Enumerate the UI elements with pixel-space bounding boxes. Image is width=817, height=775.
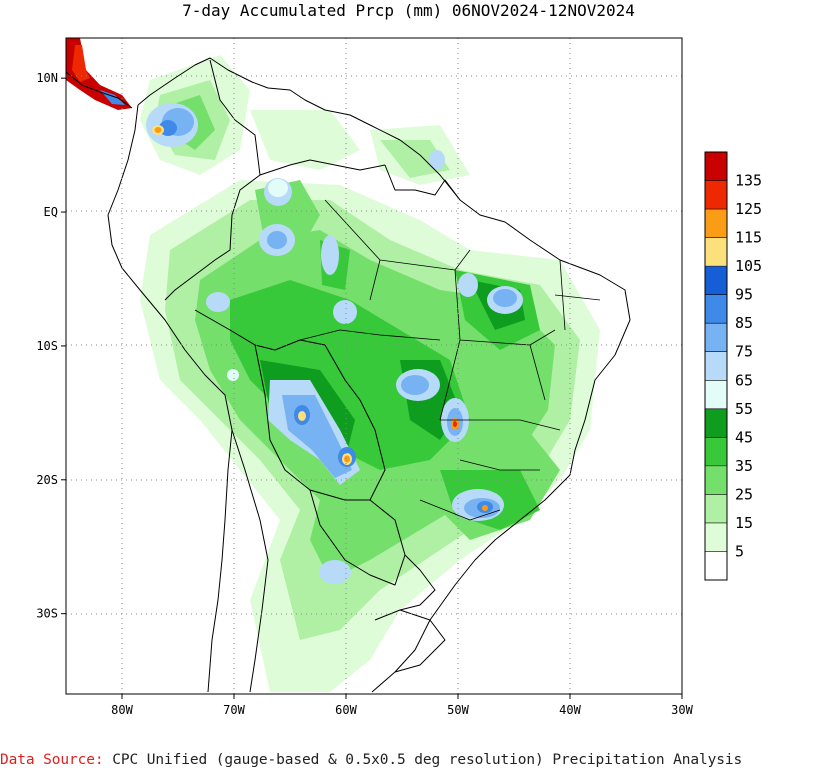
border-guianas [384,164,461,201]
legend-swatch [705,380,727,409]
legend-swatch [705,494,727,523]
border-argentina-brazil [399,554,436,611]
legend-swatch [705,522,727,552]
border-bolivia-brazil [324,344,386,501]
legend-level-label: 115 [735,229,762,247]
legend-swatch [705,152,727,181]
south-america-coastline [137,57,631,693]
chart-title: 7-day Accumulated Prcp (mm) 06NOV2024-12… [182,1,635,20]
legend-swatch [705,180,727,210]
legend-swatch [705,209,727,238]
legend-level-label: 55 [735,400,753,418]
border-paraguay [309,489,406,586]
legend-swatch [705,237,727,267]
legend-swatch [705,351,727,381]
precipitation-legend: 135 125 115 105 95 85 75 65 55 45 35 25 15 5 [704,151,762,581]
plot-frame [65,37,683,695]
x-axis: 80W 70W 60W 50W 40W 30W [111,694,694,717]
y-tick-label: 10S [36,339,58,353]
x-tick-label: 70W [223,703,245,717]
x-tick-label: 30W [671,703,693,717]
legend-level-label: 65 [735,371,753,389]
chile-argentina-border [231,429,269,693]
x-tick-label: 80W [111,703,133,717]
precipitation-map: 80W 70W 60W 50W 40W 30W 10N EQ 10S 20S 30S 135 125… [36,37,762,717]
data-source-text: CPC Unified (gauge-based & 0.5x0.5 deg r… [112,752,743,768]
legend-swatch [705,294,727,324]
central-america-coastline [66,71,133,109]
legend-level-label: 15 [735,514,753,532]
legend-swatch [705,408,727,438]
legend-level-label: 5 [735,542,744,560]
data-source-note: Data Source: CPC Unified (gauge-based & … [0,750,817,770]
x-tick-label: 60W [335,703,357,717]
legend-swatch [705,437,727,466]
border-uruguay [374,609,446,673]
legend-level-label: 85 [735,314,753,332]
legend-swatch [705,323,727,352]
pacific-coastline [107,104,233,693]
legend-level-label: 135 [735,172,762,190]
border-peru-brazil [194,309,326,351]
border-colombia-peru-brazil [164,214,233,301]
legend-level-label: 105 [735,257,762,275]
border-venezuela-brazil [259,159,386,176]
y-tick-label: 30S [36,607,58,621]
y-tick-label: EQ [44,205,58,219]
legend-level-label: 125 [735,200,762,218]
legend-level-label: 45 [735,428,753,446]
data-source-label: Data Source: [0,752,104,768]
precipitation-shading [66,38,600,692]
legend-level-label: 35 [735,457,753,475]
y-tick-label: 20S [36,473,58,487]
border-bolivia-peru [254,344,370,501]
y-axis: 10N EQ 10S 20S 30S [36,71,66,621]
legend-level-label: 95 [735,286,753,304]
legend-level-label: 75 [735,343,753,361]
legend-swatch [705,465,727,495]
x-tick-label: 50W [447,703,469,717]
legend-swatch [705,551,727,580]
brazil-state-borders [299,199,601,521]
legend-frame [704,151,728,581]
y-tick-label: 10N [36,71,58,85]
x-tick-label: 40W [559,703,581,717]
country-borders [66,57,631,693]
legend-level-label: 25 [735,485,753,503]
legend-swatch [705,266,727,295]
border-colombia-venezuela [209,59,261,216]
